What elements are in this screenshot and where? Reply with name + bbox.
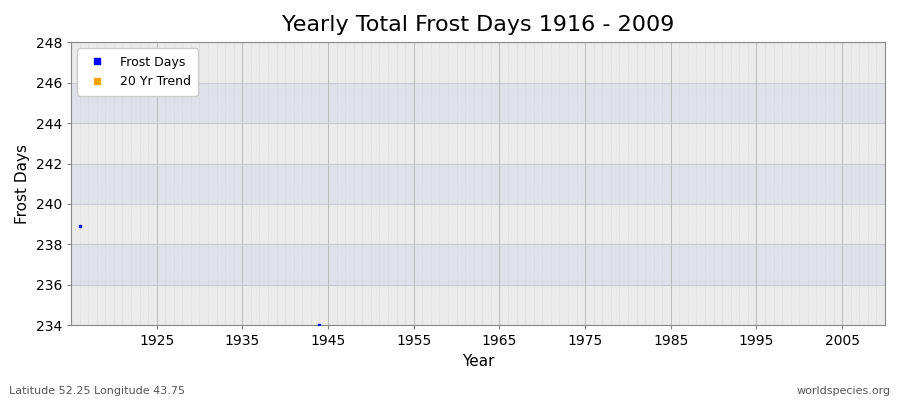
Bar [71, 285, 885, 326]
Bar [71, 164, 885, 204]
Point [312, 322, 327, 329]
Y-axis label: Frost Days: Frost Days [15, 144, 30, 224]
Text: Latitude 52.25 Longitude 43.75: Latitude 52.25 Longitude 43.75 [9, 386, 185, 396]
Bar [71, 123, 885, 164]
X-axis label: Year: Year [462, 354, 494, 369]
Bar [71, 82, 885, 123]
Point [72, 223, 86, 230]
Bar [71, 42, 885, 82]
Bar [71, 204, 885, 244]
Bar [71, 244, 885, 285]
Title: Yearly Total Frost Days 1916 - 2009: Yearly Total Frost Days 1916 - 2009 [282, 15, 674, 35]
Legend: Frost Days, 20 Yr Trend: Frost Days, 20 Yr Trend [77, 48, 198, 96]
Text: worldspecies.org: worldspecies.org [796, 386, 891, 396]
